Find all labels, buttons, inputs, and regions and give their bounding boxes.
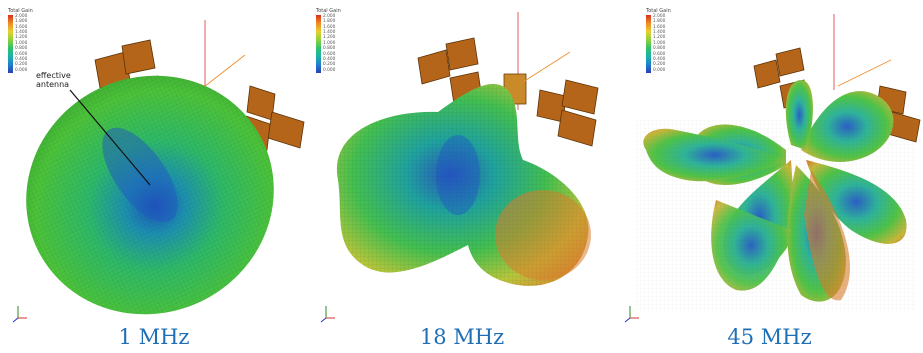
frequency-label-1: 1 MHz [118, 325, 190, 349]
radiation-lobes [636, 80, 916, 310]
colorbar-tick: 0.600 [653, 51, 666, 57]
colorbar-title: Total Gain [8, 8, 33, 14]
colorbar-tick: 1.600 [15, 24, 28, 30]
colorbar-tick: 0.400 [15, 56, 28, 62]
colorbar-tick: 1.600 [653, 24, 666, 30]
radiation-pattern-45mhz [624, 14, 921, 323]
colorbar-gradient [646, 15, 651, 73]
colorbar-title: Total Gain [646, 8, 671, 14]
colorbar-tick: 1.800 [15, 19, 28, 25]
colorbar-gradient [316, 15, 321, 73]
panel-1mhz: Total Gain 2.000 1.800 1.600 1.400 1.200… [0, 0, 308, 353]
colorbar-tick: 1.000 [323, 40, 336, 46]
colorbar-tick: 1.800 [653, 19, 666, 25]
colorbar-tick: 0.200 [15, 62, 28, 68]
colorbar-tick: 0.400 [653, 56, 666, 62]
frequency-label-3: 45 MHz [727, 325, 812, 349]
colorbar-tick: 1.400 [323, 30, 336, 36]
colorbar-tick: 1.600 [323, 24, 336, 30]
colorbar-tick: 1.000 [15, 40, 28, 46]
colorbar-tick: 1.200 [323, 35, 336, 41]
panel-18mhz: Total Gain 2.000 1.800 1.600 1.400 1.200… [308, 0, 616, 353]
radiation-pattern-18mhz [320, 12, 599, 323]
frequency-label-2: 18 MHz [419, 325, 505, 349]
colorbar-gradient [8, 15, 13, 73]
colorbar-legend: Total Gain 2.000 1.800 1.600 1.400 1.200… [316, 8, 362, 73]
colorbar-tick: 1.000 [653, 40, 666, 46]
colorbar-tick: 1.400 [15, 30, 28, 36]
axis-triad-icon [624, 306, 639, 323]
colorbar-tick: 0.800 [323, 46, 336, 52]
panel-45mhz: Total Gain 2.000 1.800 1.600 1.400 1.200… [616, 0, 923, 353]
colorbar-tick: 1.200 [15, 35, 28, 41]
colorbar-tick: 1.400 [653, 30, 666, 36]
axis-triad-icon [12, 306, 27, 323]
colorbar-tick: 0.000 [653, 67, 666, 73]
colorbar-title: Total Gain [316, 8, 341, 14]
colorbar-legend: Total Gain 2.000 1.800 1.600 1.400 1.200… [646, 8, 692, 73]
colorbar-tick: 0.600 [15, 51, 28, 57]
colorbar-tick: 0.600 [323, 51, 336, 57]
colorbar-legend: Total Gain 2.000 1.800 1.600 1.400 1.200… [8, 8, 54, 73]
satellite-solar-panel-right [536, 79, 599, 147]
colorbar-tick: 0.000 [323, 67, 336, 73]
colorbar-tick: 0.000 [15, 67, 28, 73]
colorbar-tick: 1.200 [653, 35, 666, 41]
colorbar-tick: 2.000 [323, 14, 336, 19]
antenna-pointer-line [69, 89, 151, 186]
axis-triad-icon [320, 306, 335, 323]
colorbar-tick: 2.000 [653, 14, 666, 19]
colorbar-tick: 0.200 [653, 62, 666, 68]
colorbar-tick: 1.800 [323, 19, 336, 25]
effective-antenna-label: effective antenna [36, 71, 71, 89]
colorbar-tick: 0.800 [15, 46, 28, 52]
colorbar-tick: 0.200 [323, 62, 336, 68]
colorbar-tick: 0.400 [323, 56, 336, 62]
colorbar-tick: 2.000 [15, 14, 28, 19]
radiation-pattern-1mhz [12, 20, 305, 323]
colorbar-tick: 0.800 [653, 46, 666, 52]
